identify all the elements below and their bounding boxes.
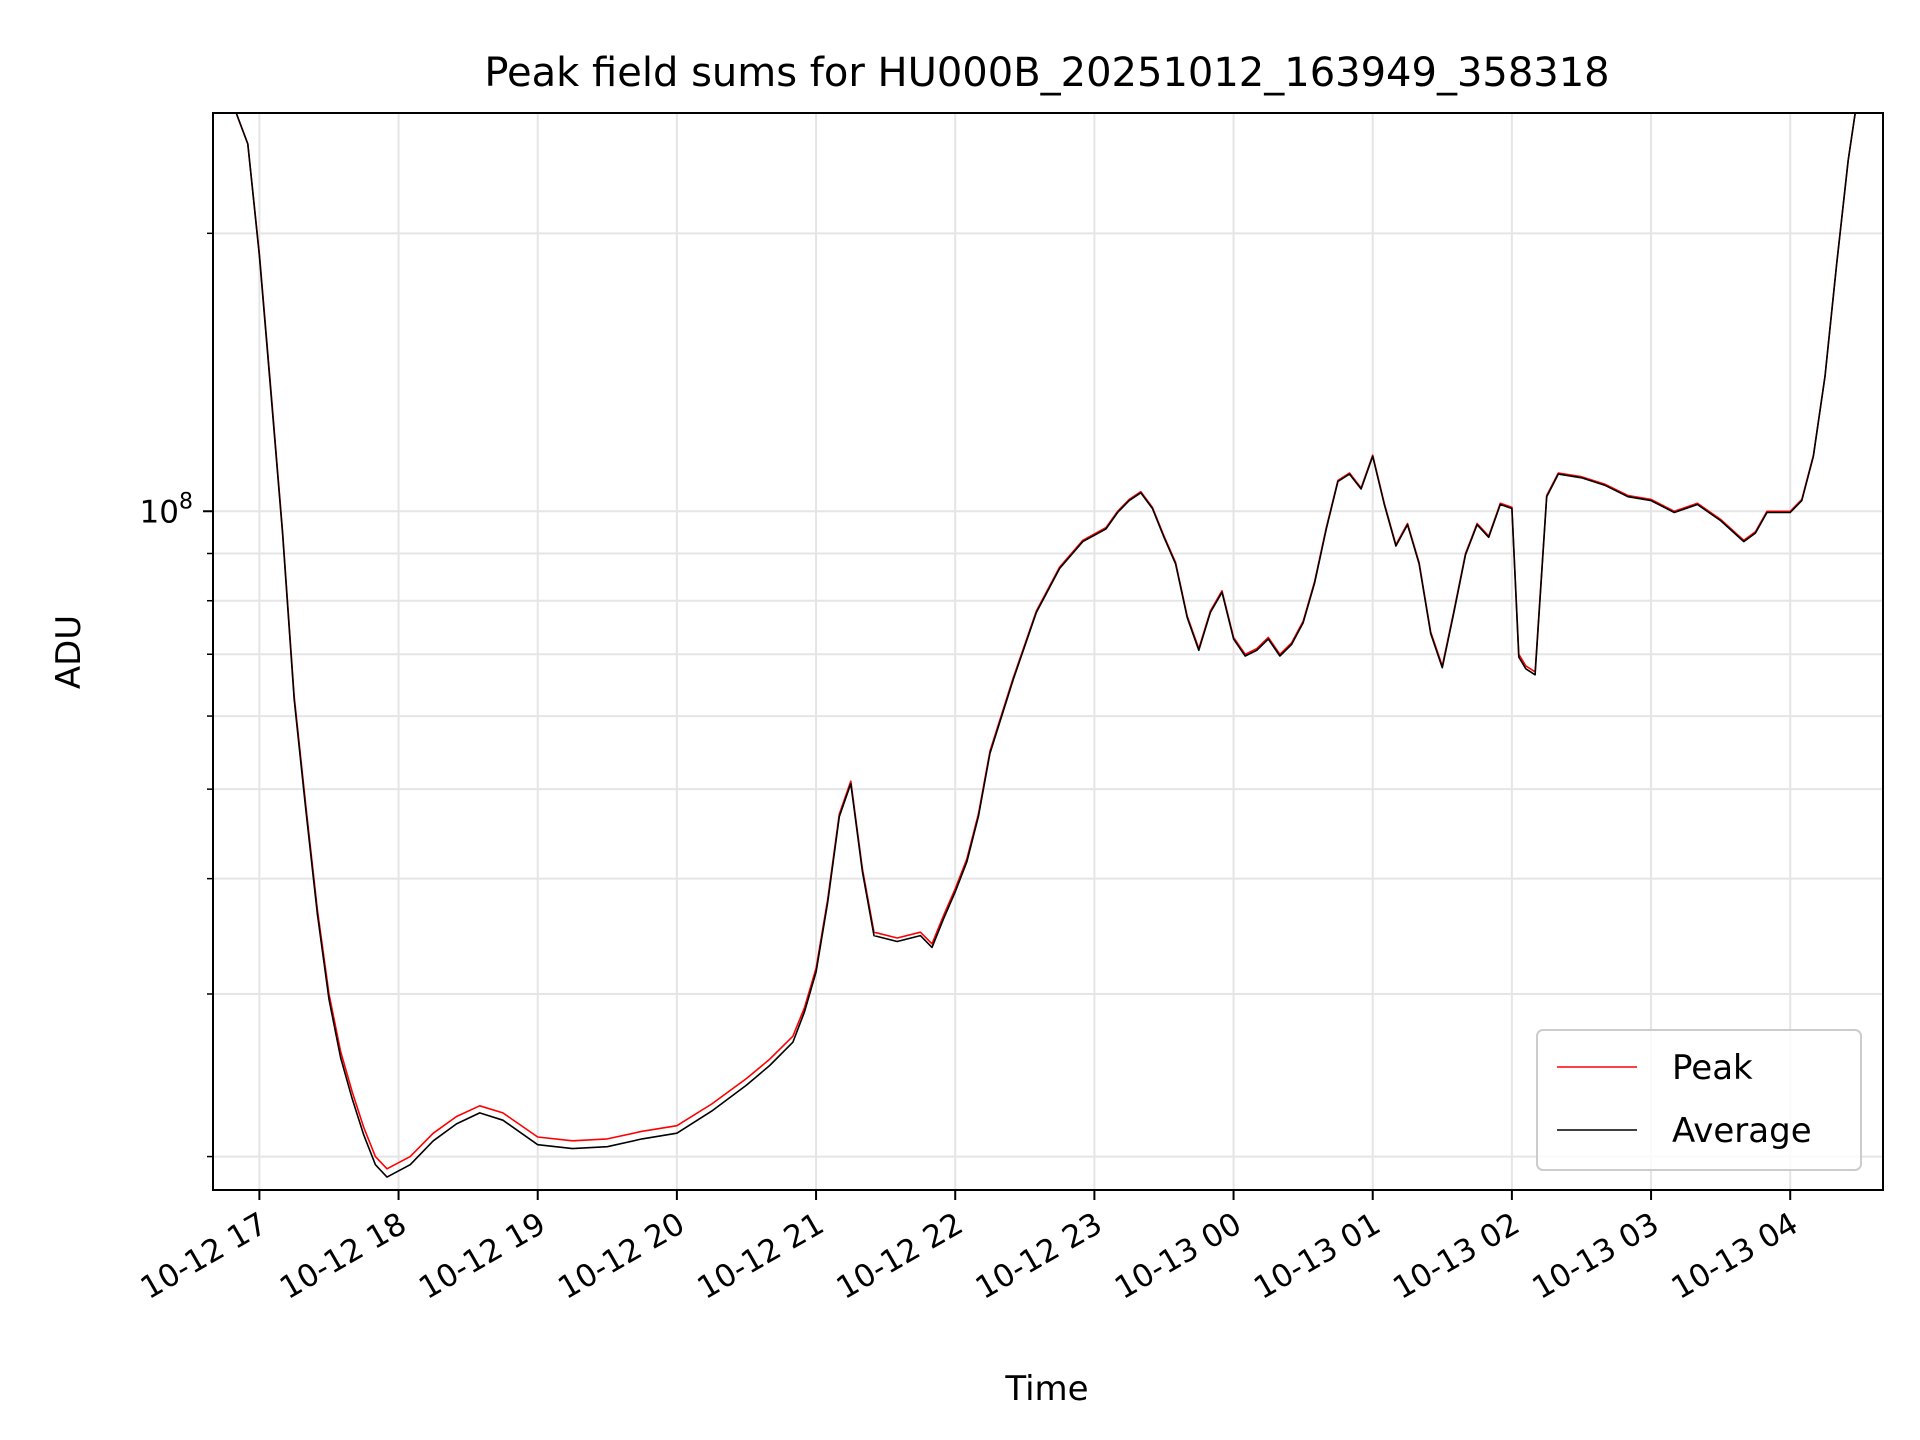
- x-tick-label: 10-13 01: [1248, 1206, 1387, 1307]
- x-tick-label: 10-13 04: [1666, 1206, 1805, 1307]
- legend: Peak Average: [1536, 1029, 1862, 1171]
- x-tick-label: 10-12 19: [413, 1206, 552, 1307]
- legend-label-peak: Peak: [1672, 1048, 1753, 1088]
- y-axis-label: ADU: [49, 615, 89, 689]
- x-tick-label: 10-12 20: [552, 1206, 691, 1307]
- plot-area: [224, 113, 1860, 1178]
- x-tick-label: 10-13 02: [1387, 1206, 1526, 1307]
- x-axis-label: Time: [1004, 1369, 1088, 1409]
- x-tick-label: 10-13 00: [1109, 1206, 1248, 1307]
- series-line-peak: [224, 113, 1860, 1170]
- grid: [213, 113, 1883, 1190]
- legend-label-average: Average: [1672, 1111, 1812, 1151]
- x-axis: 10-12 17 10-12 18 10-12 19 10-12 20 10-12 21…: [135, 1190, 1805, 1307]
- y-tick-label: 108: [140, 489, 193, 530]
- x-tick-label: 10-12 21: [691, 1206, 830, 1307]
- legend-box: [1536, 1029, 1862, 1171]
- axes-frame: [212, 112, 1884, 1191]
- x-tick-label: 10-12 22: [831, 1206, 970, 1307]
- chart-title: Peak field sums for HU000B_20251012_1639…: [484, 50, 1609, 96]
- y-axis: 108: [140, 232, 213, 1158]
- x-tick-label: 10-12 17: [135, 1206, 274, 1307]
- x-tick-label: 10-12 23: [970, 1206, 1109, 1307]
- x-tick-label: 10-13 03: [1526, 1206, 1665, 1307]
- x-tick-label: 10-12 18: [274, 1206, 413, 1307]
- series-line-average: [224, 113, 1860, 1178]
